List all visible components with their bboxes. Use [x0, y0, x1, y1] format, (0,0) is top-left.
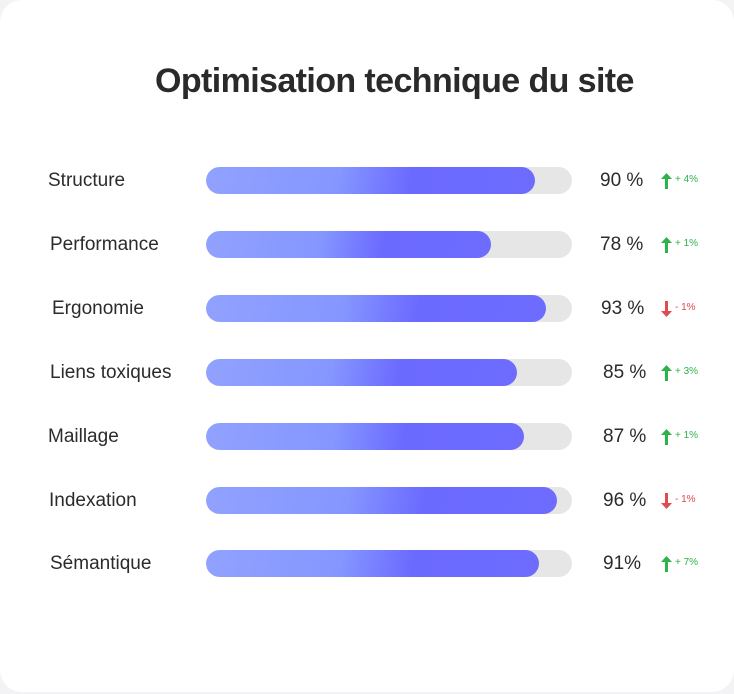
bar-track	[206, 167, 572, 194]
bar-fill	[206, 359, 517, 386]
bar-row: Maillage 87 % + 1%	[0, 416, 734, 456]
value-label: 85 %	[603, 362, 647, 383]
category-label: Performance	[50, 234, 159, 255]
delta-label: + 7%	[675, 557, 699, 568]
delta-label: + 3%	[675, 366, 699, 377]
delta-label: + 1%	[675, 430, 699, 441]
bar-track	[206, 423, 572, 450]
category-label: Maillage	[48, 426, 119, 447]
bar-track	[206, 359, 572, 386]
chart-title: Optimisation technique du site	[155, 62, 634, 100]
bar-row: Sémantique 91% + 7%	[0, 543, 734, 583]
category-label: Ergonomie	[52, 298, 144, 319]
value-label: 91%	[603, 553, 642, 574]
value-label: 87 %	[603, 426, 647, 447]
delta-label: - 1%	[675, 494, 696, 505]
bar-fill	[206, 550, 539, 577]
bar-fill	[206, 167, 535, 194]
bar-fill	[206, 487, 557, 514]
value-label: 78 %	[600, 234, 644, 255]
value-label: 93 %	[601, 298, 645, 319]
bar-row: Performance 78 % + 1%	[0, 224, 734, 264]
category-label: Sémantique	[50, 553, 152, 574]
bar-track	[206, 487, 572, 514]
bar-track	[206, 295, 572, 322]
category-label: Indexation	[49, 490, 137, 511]
category-label: Structure	[48, 170, 126, 191]
delta-label: - 1%	[675, 302, 696, 313]
bar-row: Liens toxiques 85 % + 3%	[0, 352, 734, 392]
bar-fill	[206, 295, 546, 322]
delta-label: + 4%	[675, 174, 699, 185]
bar-row: Ergonomie 93 % - 1%	[0, 288, 734, 328]
bar-track	[206, 550, 572, 577]
bar-row: Structure 90 % + 4%	[0, 160, 734, 200]
bar-track	[206, 231, 572, 258]
bar-row: Indexation 96 % - 1%	[0, 480, 734, 520]
category-label: Liens toxiques	[50, 362, 172, 383]
bar-fill	[206, 231, 491, 258]
delta-label: + 1%	[675, 238, 699, 249]
value-label: 96 %	[603, 490, 647, 511]
value-label: 90 %	[600, 170, 644, 191]
bar-fill	[206, 423, 524, 450]
